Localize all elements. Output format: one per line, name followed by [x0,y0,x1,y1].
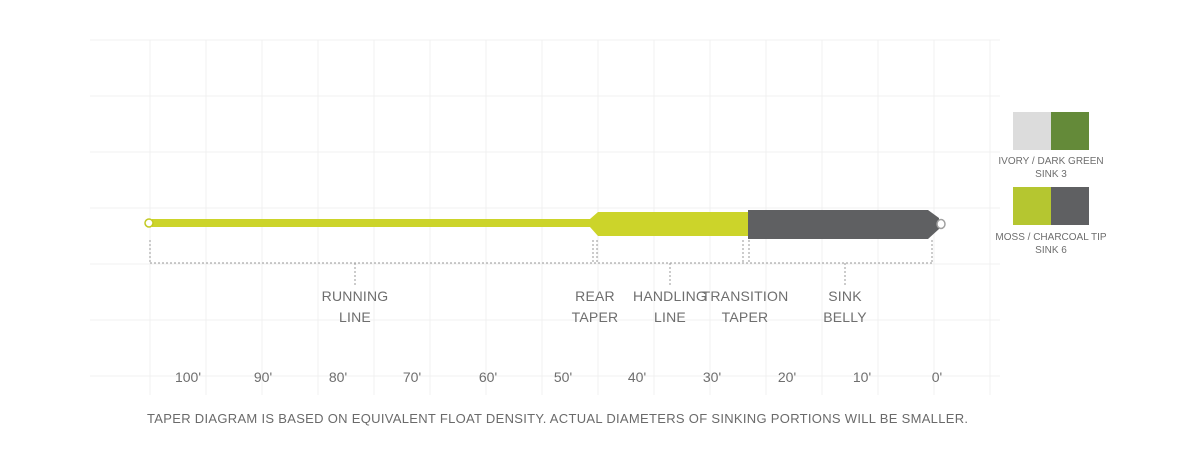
axis-tick-label: 10' [852,369,872,385]
section-label-sink-belly: SINK BELLY [823,288,867,325]
legend-swatch-ivory-dark-green [1013,112,1089,150]
swatch-ivory [1013,112,1051,150]
axis-tick-label: 40' [627,369,647,385]
sink-belly-segment [748,210,939,239]
swatch-moss [1013,187,1051,225]
axis-tick-label: 50' [553,369,573,385]
swatch-dark-green [1051,112,1089,150]
section-label-rear-taper: REAR TAPER [571,288,619,325]
legend-caption-sink-3: IVORY / DARK GREEN SINK 3 [998,156,1104,180]
axis-tick-label: 70' [402,369,422,385]
section-label-handling-line: HANDLING LINE [633,288,707,325]
axis-tick-label: 60' [478,369,498,385]
running-line-segment [152,212,748,236]
legend-swatch-moss-charcoal [1013,187,1089,225]
fly-line [144,210,946,239]
front-loop-icon [936,218,946,230]
axis-tick-label: 30' [702,369,722,385]
axis-tick-label: 80' [328,369,348,385]
section-label-transition-taper: TRANSITION TAPER [701,288,789,325]
swatch-charcoal [1051,187,1089,225]
footnote: TAPER DIAGRAM IS BASED ON EQUIVALENT FLO… [147,411,969,426]
section-brackets [149,240,933,285]
axis-tick-label: 0' [931,369,943,385]
back-loop-icon [144,218,154,228]
legend-caption-sink-6: MOSS / CHARCOAL TIP SINK 6 [995,232,1107,256]
axis-tick-label: 100' [174,369,202,385]
axis-tick-label: 20' [777,369,797,385]
axis-tick-label: 90' [253,369,273,385]
section-label-running-line: RUNNING LINE [321,288,389,325]
